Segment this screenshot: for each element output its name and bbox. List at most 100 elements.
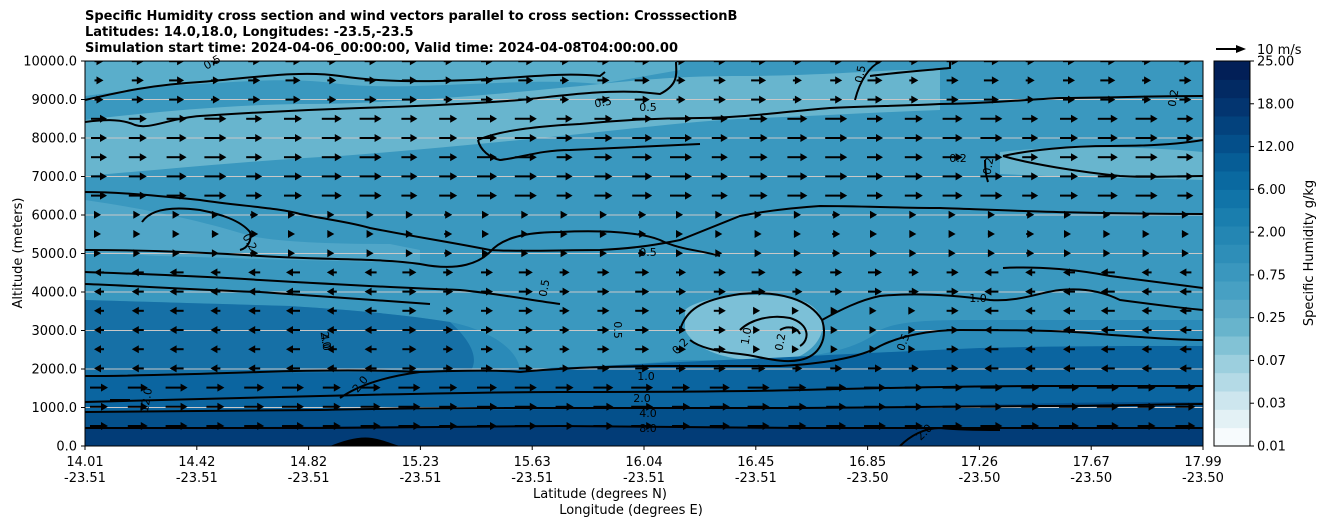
wind-arrow	[594, 134, 613, 142]
wind-arrow	[210, 364, 221, 373]
wind-arrow	[909, 95, 919, 104]
wind-arrow	[169, 287, 184, 296]
wind-arrow	[246, 172, 263, 181]
wind-arrow	[792, 287, 803, 296]
wind-arrow	[1025, 345, 1036, 354]
wind-arrow	[477, 153, 497, 162]
contour-line	[519, 328, 1203, 373]
wind-arrow	[599, 249, 607, 258]
contour-lines	[85, 61, 1203, 446]
wind-arrow	[1060, 134, 1078, 142]
x-tick-label-lon: -23.51	[288, 471, 330, 486]
y-tick-label: 6000.0	[32, 209, 78, 224]
wind-arrow	[398, 422, 421, 430]
wind-arrow	[284, 172, 302, 181]
contour-line	[869, 62, 951, 77]
wind-arrow	[518, 268, 533, 277]
wind-arrow	[942, 114, 963, 123]
wind-arrow	[443, 326, 454, 334]
wind-arrow	[904, 134, 923, 142]
wind-arrow	[439, 134, 458, 142]
wind-arrow	[248, 76, 261, 85]
wind-arrow	[131, 95, 144, 104]
wind-arrow	[1100, 287, 1115, 296]
wind-arrow	[713, 76, 726, 85]
wind-arrow	[1137, 422, 1156, 430]
wind-arrow	[521, 249, 529, 258]
colorbar-segment	[1214, 97, 1250, 117]
wind-arrow	[1026, 230, 1035, 238]
wind-arrow	[481, 345, 493, 354]
wind-arrow	[987, 230, 995, 238]
fill-moist-left	[85, 300, 474, 376]
wind-arrow	[131, 345, 144, 354]
wind-arrow	[749, 114, 768, 123]
wind-arrow	[788, 422, 807, 430]
wind-arrow	[250, 210, 259, 219]
wind-arrow	[1141, 306, 1152, 315]
wind-arrow	[676, 287, 686, 296]
wind-arrow	[128, 114, 147, 123]
wind-arrow	[631, 383, 654, 392]
wind-arrow	[832, 210, 841, 219]
wind-arrow	[514, 114, 537, 123]
wind-arrow	[402, 326, 417, 334]
colorbar-tick-label: 2.00	[1257, 226, 1286, 241]
wind-arrow	[747, 402, 770, 411]
wind-arrow	[909, 76, 919, 85]
wind-arrow	[597, 76, 610, 85]
wind-arrow	[832, 230, 841, 238]
wind-arrow	[366, 249, 374, 258]
wind-arrow	[518, 287, 533, 296]
wind-arrow	[1021, 422, 1040, 430]
wind-arrow	[793, 230, 801, 238]
wind-arrow	[321, 191, 342, 200]
wind-arrow	[133, 230, 141, 238]
y-axis: 0.0 1000.0 2000.0 3000.0 4000.0 5000.0 6000.0 7…	[23, 55, 85, 455]
wind-arrow	[288, 249, 295, 258]
wind-arrow	[754, 249, 762, 258]
contour-line	[141, 207, 252, 251]
wind-arrow	[439, 153, 458, 162]
wind-arrow	[1181, 249, 1189, 258]
wind-arrow	[632, 172, 653, 181]
wind-arrow	[246, 134, 263, 142]
wind-arrow	[128, 172, 147, 181]
wind-arrow	[1097, 114, 1118, 123]
contour-label: 1.0	[637, 370, 655, 383]
wind-arrow	[1097, 134, 1118, 142]
contour-line	[85, 424, 1203, 430]
wind-arrow	[942, 153, 963, 162]
wind-arrow	[751, 364, 766, 373]
colorbar-tick-label: 0.07	[1257, 354, 1286, 369]
x-tick-label-lon: -23.50	[1070, 471, 1112, 486]
wind-arrow	[711, 172, 728, 181]
colorbar-segment	[1214, 372, 1250, 392]
wind-arrow	[1181, 230, 1189, 238]
colorbar-segment	[1214, 244, 1250, 264]
wind-arrow	[867, 172, 883, 181]
colorbar-tick-label: 18.00	[1257, 97, 1294, 112]
wind-arrow	[326, 364, 337, 373]
wind-arrow	[946, 287, 959, 296]
wind-arrow	[1100, 364, 1115, 373]
y-tick-label: 5000.0	[32, 247, 78, 262]
wind-arrow	[904, 172, 923, 181]
wind-arrow	[594, 191, 613, 200]
contour-line	[85, 230, 721, 268]
wind-arrow	[984, 268, 999, 277]
wind-arrow	[94, 268, 104, 277]
wind-arrow	[747, 422, 770, 430]
wind-arrow	[638, 230, 647, 238]
wind-arrow	[638, 249, 647, 258]
wind-arrow	[676, 210, 683, 219]
wind-arrow	[1100, 268, 1115, 277]
colorbar-segment	[1214, 354, 1250, 374]
wind-arrow	[983, 95, 999, 104]
wind-arrow	[1063, 326, 1075, 334]
x-tick-label-lon: -23.51	[399, 471, 441, 486]
wind-arrow	[248, 287, 261, 296]
wind-arrow	[713, 364, 726, 373]
wind-arrow	[594, 153, 613, 162]
wind-arrow	[560, 210, 568, 219]
